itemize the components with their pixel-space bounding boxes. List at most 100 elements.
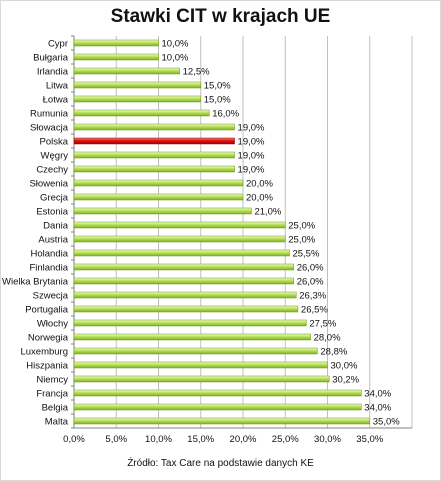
category-label: Bułgaria	[33, 53, 69, 64]
bar-8	[73, 151, 235, 159]
bar-27	[73, 417, 370, 425]
bar-19	[73, 305, 299, 313]
bar-4	[73, 95, 201, 103]
data-label: 10,0%	[162, 39, 189, 50]
data-label: 28,8%	[320, 347, 347, 358]
category-label: Czechy	[36, 165, 68, 176]
category-label: Finlandia	[29, 263, 68, 274]
bar-22	[73, 347, 318, 355]
x-tick-label: 30,0%	[314, 434, 341, 445]
bar-10	[73, 179, 244, 187]
bar-14	[73, 235, 286, 243]
data-label: 26,3%	[299, 291, 326, 302]
x-tick-label: 20,0%	[230, 434, 257, 445]
bar-3	[73, 81, 201, 89]
category-label: Słowacja	[30, 123, 69, 134]
category-label: Niemcy	[36, 375, 68, 386]
data-label: 15,0%	[204, 81, 231, 92]
bar-15	[73, 249, 290, 257]
data-label: 26,5%	[301, 305, 328, 316]
data-label: 25,0%	[288, 221, 315, 232]
data-label: 34,0%	[364, 389, 391, 400]
bar-5	[73, 109, 210, 117]
bar-0	[73, 39, 159, 47]
bar-26	[73, 403, 362, 411]
category-label: Cypr	[48, 39, 68, 50]
category-label: Hiszpania	[26, 361, 68, 372]
category-label: Polska	[39, 137, 68, 148]
category-label: Malta	[45, 417, 69, 428]
category-label: Luxemburg	[20, 347, 68, 358]
data-label: 25,0%	[288, 235, 315, 246]
category-label: Holandia	[31, 249, 69, 260]
category-label: Włochy	[37, 319, 68, 330]
data-label: 21,0%	[254, 207, 281, 218]
category-label: Rumunia	[30, 109, 69, 120]
bar-23	[73, 361, 328, 369]
bar-24	[73, 375, 330, 383]
category-label: Austria	[38, 235, 68, 246]
bar-16	[73, 263, 294, 271]
data-label: 30,0%	[331, 361, 358, 372]
bar-17	[73, 277, 294, 285]
bar-12	[73, 207, 252, 215]
category-label: Portugalia	[25, 305, 68, 316]
gridlines	[71, 35, 413, 429]
source-note: Źródło: Tax Care na podstawie danych KE	[127, 458, 314, 469]
bar-25	[73, 389, 362, 397]
x-tick-label: 35,0%	[356, 434, 383, 445]
bar-9	[73, 165, 235, 173]
x-tick-label: 15,0%	[187, 434, 214, 445]
data-labels: 10,0% 10,0% 12,5% 15,0% 15,0% 16,0% 19,0% 19,0%…	[162, 39, 401, 428]
data-label: 16,0%	[212, 109, 239, 120]
category-label: Francja	[36, 389, 68, 400]
x-tick-label: 25,0%	[272, 434, 299, 445]
data-label: 15,0%	[204, 95, 231, 106]
x-tick-label: 0,0%	[63, 434, 85, 445]
category-label: Irlandia	[37, 67, 69, 78]
category-label: Słowenia	[29, 179, 68, 190]
data-label: 26,0%	[297, 277, 324, 288]
bar-11	[73, 193, 244, 201]
bar-13	[73, 221, 286, 229]
category-label: Łotwa	[43, 95, 69, 106]
data-label: 25,5%	[292, 249, 319, 260]
data-label: 19,0%	[238, 151, 265, 162]
data-label: 10,0%	[162, 53, 189, 64]
data-label: 12,5%	[183, 67, 210, 78]
category-label: Szwecja	[33, 291, 69, 302]
bar-1	[73, 53, 159, 61]
data-label: 30,2%	[332, 375, 359, 386]
data-label: 35,0%	[373, 417, 400, 428]
bar-18	[73, 291, 297, 299]
bar-20	[73, 319, 307, 327]
bars	[73, 39, 370, 425]
bar-7	[73, 137, 235, 145]
category-label: Belgia	[42, 403, 69, 414]
category-label: Norwegia	[28, 333, 69, 344]
data-label: 27,5%	[309, 319, 336, 330]
bar-21	[73, 333, 311, 341]
data-label: 19,0%	[238, 137, 265, 148]
data-label: 19,0%	[238, 165, 265, 176]
data-label: 28,0%	[314, 333, 341, 344]
category-label: Litwa	[46, 81, 69, 92]
category-label: Węgry	[41, 151, 69, 162]
data-label: 26,0%	[297, 263, 324, 274]
bar-2	[73, 67, 180, 75]
data-label: 34,0%	[364, 403, 391, 414]
data-label: 20,0%	[246, 179, 273, 190]
category-label: Grecja	[40, 193, 69, 204]
bar-6	[73, 123, 235, 131]
category-labels: Cypr Bułgaria Irlandia Litwa Łotwa Rumunia Sło…	[2, 39, 69, 428]
x-tick-labels: 0,0% 5,0% 10,0% 15,0% 20,0% 25,0% 30,0% 35,0%	[63, 434, 384, 445]
data-label: 20,0%	[246, 193, 273, 204]
category-label: Estonia	[36, 207, 68, 218]
x-tick-label: 5,0%	[105, 434, 127, 445]
chart-title: Stawki CIT w krajach UE	[110, 6, 331, 27]
data-label: 19,0%	[238, 123, 265, 134]
category-label: Wielka Brytania	[2, 277, 69, 288]
x-tick-label: 10,0%	[145, 434, 172, 445]
category-label: Dania	[43, 221, 69, 232]
